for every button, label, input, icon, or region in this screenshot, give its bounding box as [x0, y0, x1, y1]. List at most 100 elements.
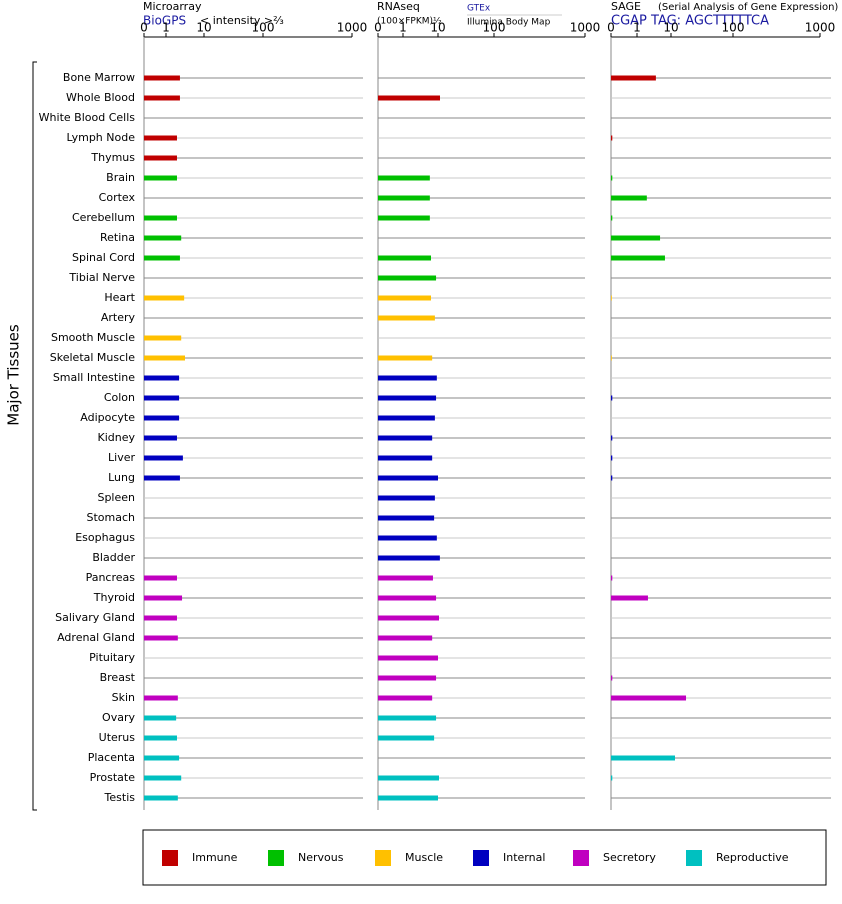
bar [378, 655, 438, 661]
bar [378, 455, 433, 461]
bar [378, 175, 430, 181]
bar [378, 555, 440, 561]
bar [611, 295, 612, 301]
category-label: Spinal Cord [72, 251, 135, 264]
legend-label: Nervous [298, 851, 344, 864]
bar [378, 615, 439, 621]
category-label: Lymph Node [66, 131, 135, 144]
category-label: Adrenal Gland [57, 631, 135, 644]
bar [611, 775, 613, 781]
category-label: Thymus [90, 151, 135, 164]
legend-box [142, 829, 827, 886]
category-label: Liver [108, 451, 135, 464]
x-tick-label: 10 [196, 21, 211, 35]
bar [378, 635, 433, 641]
legend-label: Immune [192, 851, 238, 864]
bar [378, 415, 435, 421]
bar [144, 175, 177, 181]
category-label: Pituitary [89, 651, 135, 664]
x-tick-label: 1000 [570, 21, 601, 35]
bar [378, 195, 430, 201]
category-label: Cerebellum [72, 211, 135, 224]
category-label: Breast [100, 671, 136, 684]
x-tick-label: 100 [252, 21, 275, 35]
x-tick-label: 1 [162, 21, 170, 35]
bar [144, 75, 180, 81]
category-label: Adipocyte [80, 411, 135, 424]
bar [378, 315, 435, 321]
legend-swatch [573, 850, 589, 866]
bar [144, 755, 180, 761]
bracket [32, 61, 37, 811]
bar [378, 715, 437, 721]
category-label: Uterus [99, 731, 136, 744]
bar [611, 695, 687, 701]
bar [378, 475, 438, 481]
bar [611, 135, 613, 141]
category-label: Thyroid [93, 591, 135, 604]
x-tick-label: 1000 [805, 21, 836, 35]
legend-swatch [268, 850, 284, 866]
category-label: Retina [100, 231, 135, 244]
legend-swatch [162, 850, 178, 866]
bar [378, 355, 433, 361]
bar [144, 635, 178, 641]
x-tick-label: 0 [374, 21, 382, 35]
bar [611, 395, 613, 401]
bar [611, 575, 613, 581]
subtitle: (Serial Analysis of Gene Expression) [658, 2, 838, 13]
bar [144, 435, 177, 441]
bar [378, 795, 438, 801]
x-tick-label: 0 [140, 21, 148, 35]
bar [144, 215, 177, 221]
category-label: White Blood Cells [39, 111, 136, 124]
unit: < intensity >⅔ [200, 14, 284, 27]
bar [378, 535, 437, 541]
x-tick-label: 0 [607, 21, 615, 35]
bar [144, 395, 180, 401]
bar [144, 575, 177, 581]
category-label: Lung [108, 471, 135, 484]
x-tick-label: 10 [663, 21, 678, 35]
source: CGAP TAG: AGCTTTTTCA [611, 14, 769, 29]
bar [144, 475, 180, 481]
x-tick-label: 1000 [337, 21, 368, 35]
bar [378, 775, 439, 781]
bar [378, 95, 440, 101]
bar [144, 695, 178, 701]
bar [144, 135, 177, 141]
category-label: Stomach [86, 511, 135, 524]
category-label: Placenta [88, 751, 135, 764]
bar [144, 455, 183, 461]
bar [144, 235, 182, 241]
bar [378, 495, 435, 501]
category-label: Whole Blood [66, 91, 135, 104]
category-label: Colon [104, 391, 135, 404]
bar [378, 275, 437, 281]
bar [611, 355, 612, 361]
category-label: Pancreas [86, 571, 136, 584]
bar [144, 335, 182, 341]
category-label: Salivary Gland [55, 611, 135, 624]
legend-swatch [473, 850, 489, 866]
panel-title: Microarray [143, 0, 202, 13]
x-tick-label: 10 [430, 21, 445, 35]
bar [144, 735, 177, 741]
source: BioGPS [143, 14, 186, 28]
unit: (100×FPKM)½ [377, 17, 442, 27]
legend-label: Internal [503, 851, 545, 864]
bar [611, 235, 661, 241]
category-label: Testis [104, 791, 136, 804]
bar [611, 755, 675, 761]
category-label: Kidney [97, 431, 135, 444]
category-label: Small Intestine [53, 371, 135, 384]
x-tick-label: 1 [633, 21, 641, 35]
bar [378, 215, 430, 221]
bar [378, 395, 437, 401]
category-label: Prostate [90, 771, 136, 784]
x-tick-label: 100 [722, 21, 745, 35]
bar [144, 255, 180, 261]
bar [144, 95, 180, 101]
legend-label: Muscle [405, 851, 443, 864]
bar [144, 355, 185, 361]
